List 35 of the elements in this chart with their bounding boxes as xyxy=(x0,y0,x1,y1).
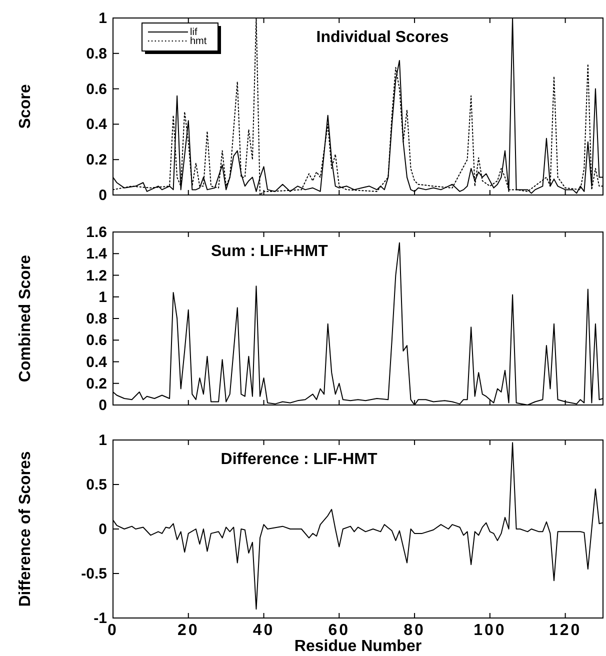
y-tick-label: 1 xyxy=(98,10,107,27)
y-axis-title: Score xyxy=(17,84,34,129)
y-tick-label: 1.4 xyxy=(86,246,108,263)
y-tick-label: 0.6 xyxy=(86,332,107,350)
y-axis-title: Difference of Scores xyxy=(17,451,34,607)
y-tick-label: 0.5 xyxy=(86,476,107,494)
x-tick-label: 80 xyxy=(404,622,426,639)
y-tick-label: 1 xyxy=(98,288,107,306)
x-tick-label: 20 xyxy=(177,622,200,639)
y-tick-label: 1 xyxy=(98,432,107,449)
y-tick-label: 0 xyxy=(98,397,107,414)
y-tick-label: 1.6 xyxy=(86,224,107,241)
x-tick-label: 60 xyxy=(328,622,350,639)
x-tick-label: 120 xyxy=(548,622,582,639)
y-tick-label: 0.2 xyxy=(86,375,107,392)
y-tick-label: 0.8 xyxy=(86,45,107,62)
x-tick-label: 40 xyxy=(252,622,275,639)
text: Sum : LIF+HMT xyxy=(211,243,328,260)
text: Difference : LIF-HMT xyxy=(220,451,378,468)
x-tick-label: 100 xyxy=(474,622,506,639)
y-tick-label: 1.2 xyxy=(86,267,107,284)
y-tick-label: 0.6 xyxy=(86,80,107,98)
text: Individual Scores xyxy=(316,29,449,46)
y-tick-label: 0.2 xyxy=(86,152,107,169)
y-axis-title: Combined Score xyxy=(17,254,34,382)
y-tick-label: 0.4 xyxy=(86,116,108,134)
legend-label: lif xyxy=(190,27,198,38)
y-tick-label: 0.4 xyxy=(86,354,108,371)
y-tick-label: -0.5 xyxy=(81,566,107,582)
legend-label: hmt xyxy=(190,36,207,47)
x-axis-title: Residue Number xyxy=(294,638,422,655)
y-tick-label: 0 xyxy=(98,187,107,204)
y-tick-label: -1 xyxy=(94,610,107,627)
y-tick-label: 0.8 xyxy=(86,310,107,328)
y-tick-label: 0 xyxy=(98,521,107,538)
